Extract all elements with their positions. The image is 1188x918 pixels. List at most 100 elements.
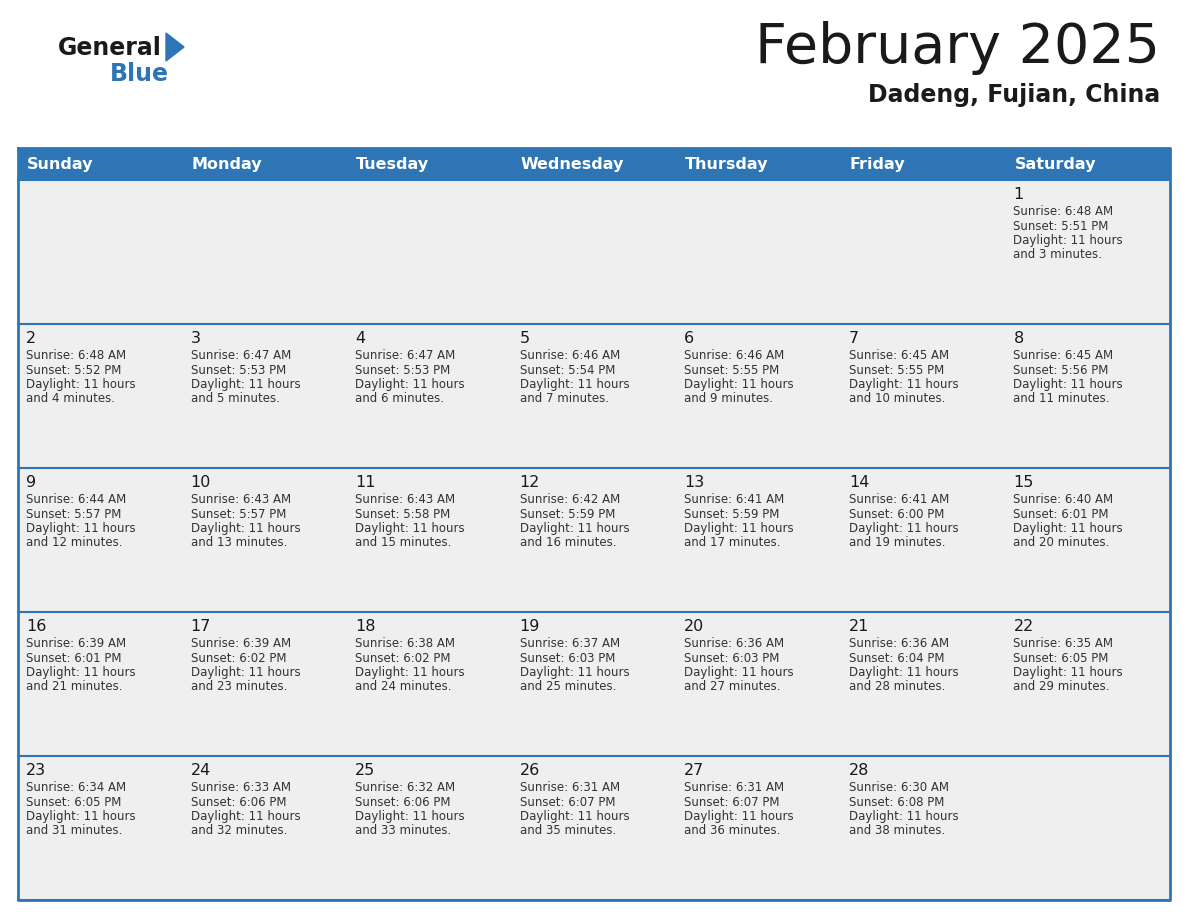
Text: Sunset: 6:03 PM: Sunset: 6:03 PM [684,652,779,665]
Text: 10: 10 [190,475,211,490]
Text: 3: 3 [190,331,201,346]
Text: and 12 minutes.: and 12 minutes. [26,536,122,550]
Text: Sunrise: 6:41 AM: Sunrise: 6:41 AM [849,493,949,506]
Text: Daylight: 11 hours: Daylight: 11 hours [190,810,301,823]
Text: and 35 minutes.: and 35 minutes. [519,824,615,837]
Text: Sunrise: 6:34 AM: Sunrise: 6:34 AM [26,781,126,794]
Text: Daylight: 11 hours: Daylight: 11 hours [1013,234,1123,247]
Text: 27: 27 [684,763,704,778]
Text: 24: 24 [190,763,210,778]
Text: 13: 13 [684,475,704,490]
Text: and 15 minutes.: and 15 minutes. [355,536,451,550]
Text: Daylight: 11 hours: Daylight: 11 hours [684,666,794,679]
Text: Daylight: 11 hours: Daylight: 11 hours [519,810,630,823]
Text: Sunset: 6:04 PM: Sunset: 6:04 PM [849,652,944,665]
Bar [183,612,347,756]
Bar [676,180,841,324]
Bar [1005,612,1170,756]
Text: and 36 minutes.: and 36 minutes. [684,824,781,837]
Bar [1005,756,1170,900]
Bar [183,180,347,324]
Text: 1: 1 [1013,187,1024,202]
Text: Daylight: 11 hours: Daylight: 11 hours [849,522,959,535]
Text: Sunset: 6:03 PM: Sunset: 6:03 PM [519,652,615,665]
Text: Daylight: 11 hours: Daylight: 11 hours [190,522,301,535]
Text: and 19 minutes.: and 19 minutes. [849,536,946,550]
Text: and 28 minutes.: and 28 minutes. [849,680,946,693]
Text: Sunrise: 6:42 AM: Sunrise: 6:42 AM [519,493,620,506]
Text: Daylight: 11 hours: Daylight: 11 hours [849,666,959,679]
Text: Thursday: Thursday [685,156,769,172]
Text: Sunset: 5:55 PM: Sunset: 5:55 PM [684,364,779,376]
Bar [183,756,347,900]
Text: Sunset: 6:08 PM: Sunset: 6:08 PM [849,796,944,809]
Text: and 5 minutes.: and 5 minutes. [190,393,279,406]
Text: Daylight: 11 hours: Daylight: 11 hours [26,378,135,391]
Text: Sunrise: 6:37 AM: Sunrise: 6:37 AM [519,637,620,650]
Text: February 2025: February 2025 [756,21,1159,75]
Text: Sunrise: 6:48 AM: Sunrise: 6:48 AM [1013,205,1113,218]
Text: 22: 22 [1013,619,1034,634]
Text: and 27 minutes.: and 27 minutes. [684,680,781,693]
Text: 12: 12 [519,475,541,490]
Text: Sunday: Sunday [27,156,94,172]
Text: Wednesday: Wednesday [520,156,624,172]
Text: Sunrise: 6:41 AM: Sunrise: 6:41 AM [684,493,784,506]
Text: Sunset: 6:07 PM: Sunset: 6:07 PM [519,796,615,809]
Text: Monday: Monday [191,156,263,172]
Text: Sunrise: 6:35 AM: Sunrise: 6:35 AM [1013,637,1113,650]
Text: 26: 26 [519,763,541,778]
Text: Sunrise: 6:43 AM: Sunrise: 6:43 AM [190,493,291,506]
Text: Sunset: 5:57 PM: Sunset: 5:57 PM [26,508,121,521]
Text: and 11 minutes.: and 11 minutes. [1013,393,1110,406]
Text: Sunrise: 6:44 AM: Sunrise: 6:44 AM [26,493,126,506]
Text: Sunrise: 6:36 AM: Sunrise: 6:36 AM [684,637,784,650]
Text: Daylight: 11 hours: Daylight: 11 hours [684,810,794,823]
Text: and 20 minutes.: and 20 minutes. [1013,536,1110,550]
Text: Blue: Blue [110,62,169,86]
Text: Sunset: 5:52 PM: Sunset: 5:52 PM [26,364,121,376]
Bar [512,612,676,756]
Bar [18,468,183,612]
Text: Sunrise: 6:33 AM: Sunrise: 6:33 AM [190,781,291,794]
Text: Sunrise: 6:39 AM: Sunrise: 6:39 AM [26,637,126,650]
Text: Sunrise: 6:46 AM: Sunrise: 6:46 AM [684,349,784,362]
Bar [512,324,676,468]
Bar [347,324,512,468]
Text: Sunrise: 6:46 AM: Sunrise: 6:46 AM [519,349,620,362]
Text: 9: 9 [26,475,36,490]
Bar [183,468,347,612]
Text: and 4 minutes.: and 4 minutes. [26,393,115,406]
Bar [841,612,1005,756]
Text: Sunset: 6:05 PM: Sunset: 6:05 PM [26,796,121,809]
Bar [347,468,512,612]
Bar [841,756,1005,900]
Text: Sunset: 6:02 PM: Sunset: 6:02 PM [190,652,286,665]
Bar [841,324,1005,468]
Text: Sunrise: 6:30 AM: Sunrise: 6:30 AM [849,781,949,794]
Text: Sunrise: 6:39 AM: Sunrise: 6:39 AM [190,637,291,650]
Text: and 33 minutes.: and 33 minutes. [355,824,451,837]
Bar [18,180,183,324]
Bar [1005,180,1170,324]
Text: and 10 minutes.: and 10 minutes. [849,393,946,406]
Bar [841,468,1005,612]
Text: Daylight: 11 hours: Daylight: 11 hours [190,666,301,679]
Text: Daylight: 11 hours: Daylight: 11 hours [355,666,465,679]
Text: 20: 20 [684,619,704,634]
Text: 23: 23 [26,763,46,778]
Text: Daylight: 11 hours: Daylight: 11 hours [519,378,630,391]
Text: 4: 4 [355,331,365,346]
Text: Sunset: 5:53 PM: Sunset: 5:53 PM [355,364,450,376]
Text: and 13 minutes.: and 13 minutes. [190,536,287,550]
Text: Sunrise: 6:38 AM: Sunrise: 6:38 AM [355,637,455,650]
Bar [18,612,183,756]
Text: Daylight: 11 hours: Daylight: 11 hours [355,378,465,391]
Text: Dadeng, Fujian, China: Dadeng, Fujian, China [867,83,1159,107]
Bar [183,324,347,468]
Text: Daylight: 11 hours: Daylight: 11 hours [519,522,630,535]
Text: Sunrise: 6:45 AM: Sunrise: 6:45 AM [849,349,949,362]
Text: Sunrise: 6:31 AM: Sunrise: 6:31 AM [684,781,784,794]
Text: Daylight: 11 hours: Daylight: 11 hours [519,666,630,679]
Text: Sunset: 6:06 PM: Sunset: 6:06 PM [190,796,286,809]
